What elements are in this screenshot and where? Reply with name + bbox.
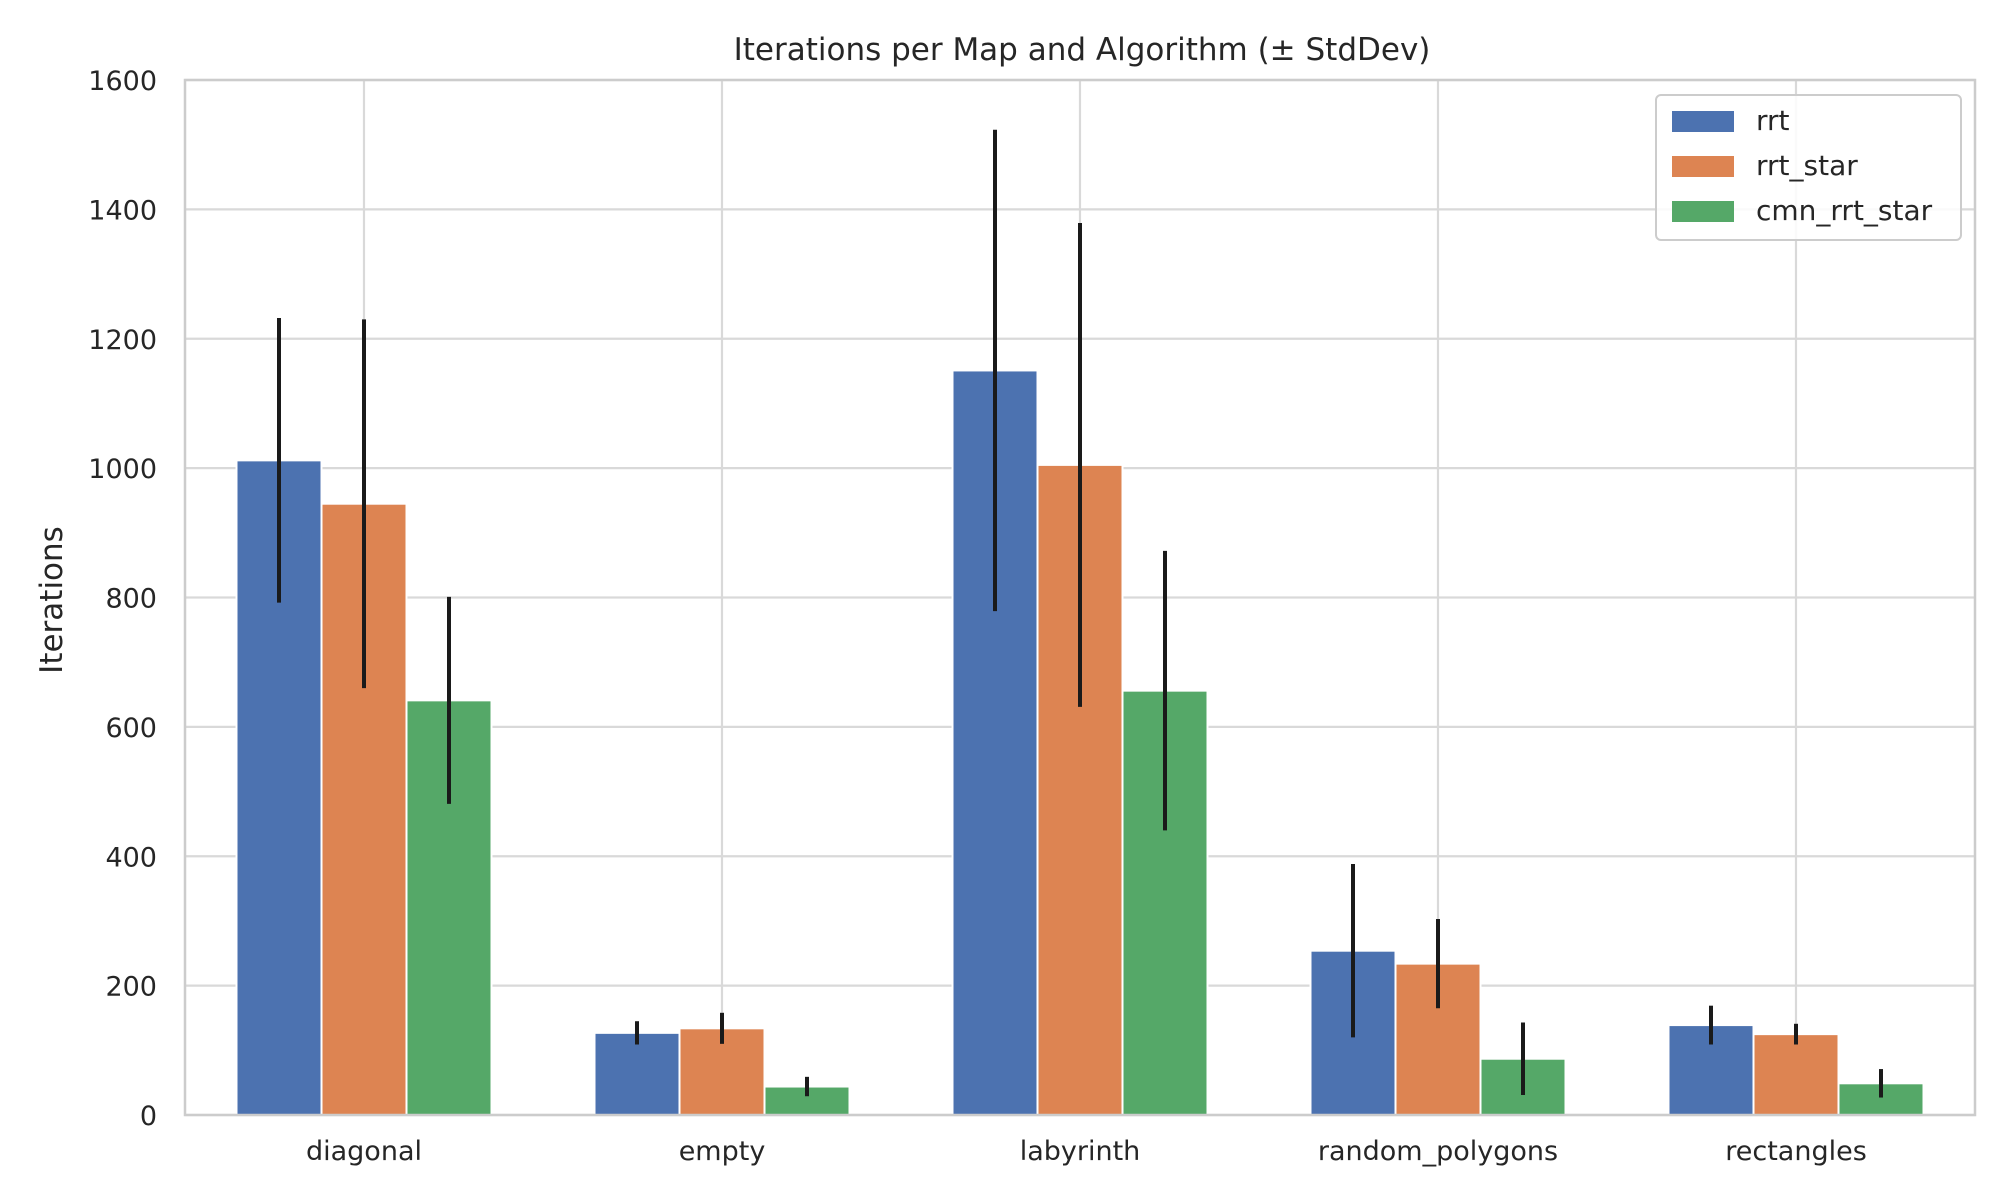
y-tick-label: 1200 [88,325,157,356]
plot-frame [183,78,1977,1117]
y-tick-label: 800 [105,584,157,615]
chart-title: Iterations per Map and Algorithm (± StdD… [734,32,1431,68]
legend-label-cmn_rrt_star: cmn_rrt_star [1756,194,1933,227]
y-tick-labels: 0 200 400 600 800 1000 1200 1400 1600 [88,66,157,1132]
y-tick-label: 1400 [88,195,157,226]
bar-cmn_rrt_star-rectangles [1837,1082,1925,1116]
legend: rrt rrt_star cmn_rrt_star [1655,94,1962,241]
y-tick-label: 600 [105,713,157,744]
x-tick-label: empty [679,1136,766,1167]
y-tick-label: 0 [140,1101,157,1132]
y-axis-label: Iterations [34,526,70,674]
error-bars [277,129,1883,1098]
y-tick-label: 400 [105,842,157,873]
x-tick-label: diagonal [306,1136,422,1167]
x-tick-label: labyrinth [1020,1136,1141,1167]
bars [235,369,1925,1117]
legend-label-rrt_star: rrt_star [1756,149,1858,182]
y-tick-label: 1600 [88,66,157,97]
bar-rrt-empty [593,1031,681,1117]
legend-swatch-rrt_star [1672,156,1734,177]
x-tick-label: rectangles [1725,1136,1867,1167]
legend-label-rrt: rrt [1756,104,1790,137]
legend-swatch-rrt [1672,111,1734,132]
bar-rrt_star-rectangles [1752,1033,1840,1116]
x-tick-label: random_polygons [1318,1136,1558,1167]
legend-swatch-cmn_rrt_star [1672,201,1734,222]
y-tick-label: 1000 [88,454,157,485]
y-tick-label: 200 [105,972,157,1003]
x-tick-labels: diagonal empty labyrinth random_polygons rec… [306,1136,1867,1167]
